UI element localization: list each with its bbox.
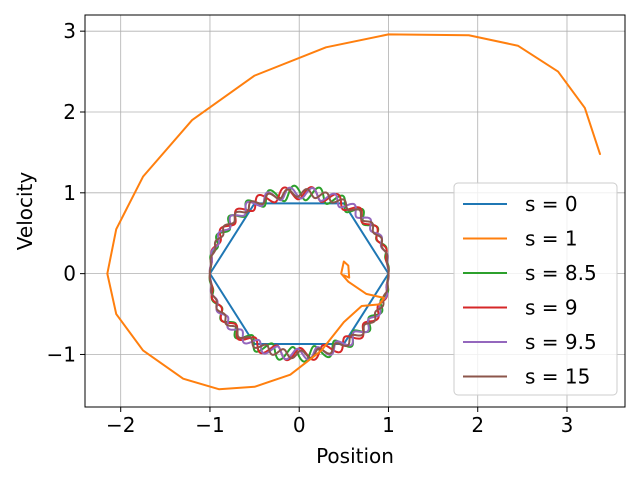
y-tick-label: 3 [63,19,76,43]
legend-label-4: s = 9.5 [525,330,597,354]
y-tick-label: 2 [63,100,76,124]
series-line-5 [208,188,390,360]
x-tick-label: −1 [195,413,224,437]
x-tick-label: 2 [471,413,484,437]
legend-label-5: s = 15 [525,365,590,389]
y-tick-label: 0 [63,262,76,286]
x-tick-label: −2 [106,413,135,437]
series-line-1 [106,33,602,391]
x-tick-label: 0 [293,413,306,437]
legend-label-1: s = 1 [525,227,578,251]
x-tick-label: 1 [382,413,395,437]
y-axis-label: Velocity [13,172,37,251]
y-tick-label: 1 [63,181,76,205]
x-axis-label: Position [316,444,394,468]
axis-ticks: −2 −1 0 1 2 3 −1 0 1 2 3 [47,19,574,437]
grid-lines [85,15,625,407]
series-lines [106,33,602,391]
y-tick-label: −1 [47,342,76,366]
legend: s = 0 s = 1 s = 8.5 s = 9 s = 9.5 s = 15 [453,182,618,396]
legend-label-0: s = 0 [525,192,578,216]
x-tick-label: 3 [561,413,574,437]
legend-label-2: s = 8.5 [525,261,597,285]
legend-label-3: s = 9 [525,296,578,320]
plot-area-frame [84,14,626,408]
